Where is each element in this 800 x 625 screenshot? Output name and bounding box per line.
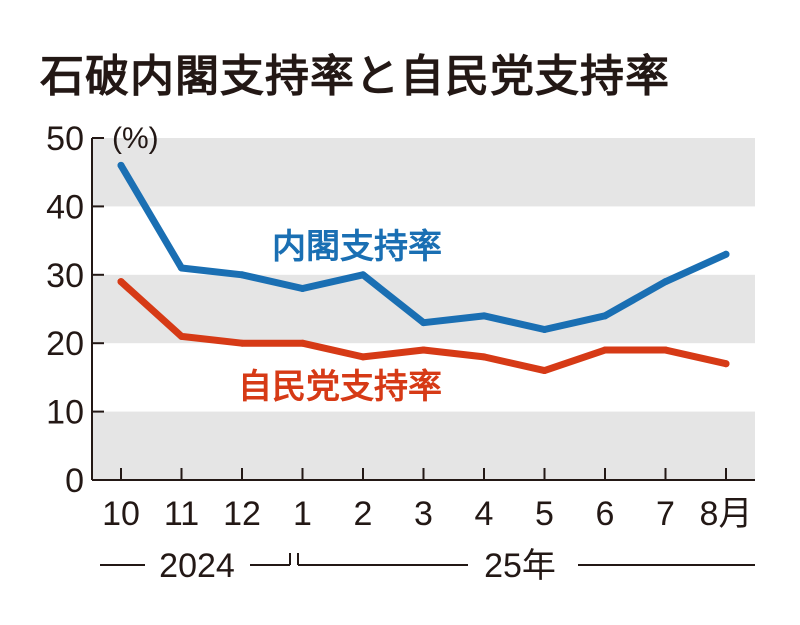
x-tick-label: 3 — [414, 495, 433, 533]
axes — [91, 137, 755, 566]
ldp-support-point — [299, 339, 306, 347]
cabinet-approval-point — [359, 271, 367, 279]
ldp-support-point — [662, 346, 669, 354]
cabinet-approval-point — [601, 312, 609, 320]
cabinet-approval-point — [117, 161, 125, 169]
x-tick-label: 6 — [596, 495, 615, 533]
x-tick-label: 7 — [656, 495, 675, 533]
ldp-support-point — [420, 346, 427, 354]
cabinet-approval-point — [238, 271, 246, 279]
y-tick-label: 20 — [46, 325, 84, 363]
ldp-support-point — [359, 353, 367, 361]
y-axis-unit: (%) — [112, 122, 159, 155]
x-tick-label: 10 — [102, 495, 140, 533]
x-tick-label: 1 — [293, 495, 312, 533]
cabinet-approval-point — [178, 264, 185, 272]
ldp-support-point — [178, 332, 185, 340]
cabinet-approval-point — [480, 312, 488, 320]
x-tick-label: 12 — [223, 495, 261, 533]
year-label-2024: 2024 — [159, 547, 235, 585]
x-tick-label: 5 — [535, 495, 554, 533]
chart-title: 石破内閣支持率と自民党支持率 — [40, 51, 670, 102]
y-tick-label: 0 — [65, 462, 84, 500]
y-tick-label: 50 — [46, 120, 84, 158]
ldp-support-point — [238, 339, 246, 347]
series-label-ldp: 自民党支持率 — [238, 367, 442, 407]
ldp-support-point — [117, 278, 125, 286]
ldp-support-point — [541, 367, 548, 375]
y-tick-label: 10 — [46, 394, 84, 432]
x-tick-label: 8月 — [700, 495, 753, 533]
background-bands — [92, 138, 755, 480]
cabinet-approval-point — [420, 319, 427, 327]
cabinet-approval-point — [662, 278, 669, 286]
x-tick-label: 11 — [164, 495, 199, 533]
cabinet-approval-point — [541, 326, 548, 334]
cabinet-approval-point — [299, 284, 306, 292]
series-label-cabinet: 内閣支持率 — [272, 227, 442, 267]
ldp-support-point — [601, 346, 609, 354]
ldp-support-point — [480, 353, 488, 361]
grid-band — [92, 138, 755, 207]
year-label-25: 25年 — [484, 547, 556, 585]
cabinet-approval-point — [722, 250, 730, 258]
series-lines — [117, 161, 730, 375]
x-tick-label: 2 — [354, 495, 373, 533]
ldp-support-point — [722, 360, 730, 368]
y-tick-label: 40 — [46, 188, 84, 226]
x-tick-label: 4 — [475, 495, 494, 533]
grid-band — [92, 274, 755, 344]
y-tick-label: 30 — [46, 257, 84, 295]
